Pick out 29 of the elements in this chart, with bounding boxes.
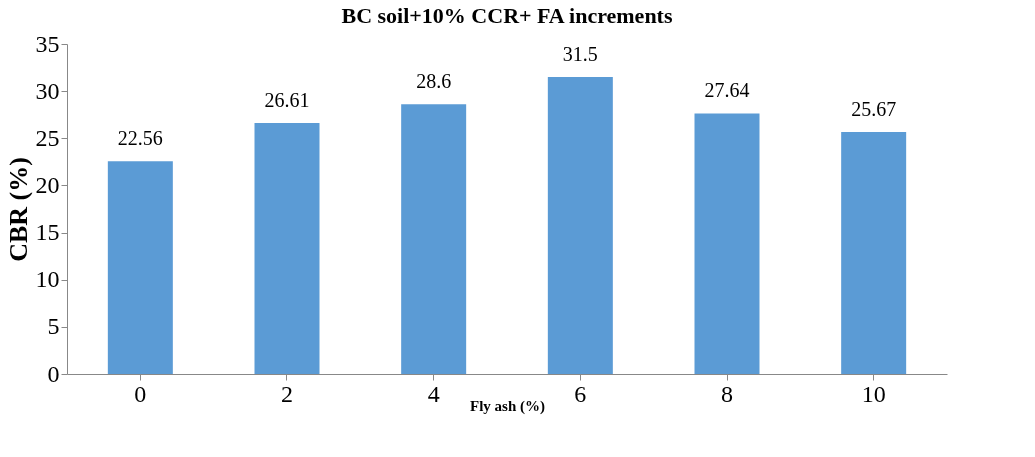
data-label: 22.56 bbox=[117, 127, 163, 150]
y-tick-label: 5 bbox=[47, 313, 60, 340]
bar bbox=[401, 104, 467, 374]
data-label: 26.61 bbox=[264, 89, 310, 112]
y-tick-label: 20 bbox=[35, 171, 60, 198]
bar bbox=[694, 113, 760, 374]
bar bbox=[841, 131, 907, 374]
data-label: 25.67 bbox=[851, 97, 897, 120]
x-tick-label: 8 bbox=[721, 380, 733, 407]
y-axis-title: CBR (%) bbox=[3, 157, 33, 262]
y-tick-label: 0 bbox=[47, 360, 60, 387]
y-tick-label: 35 bbox=[35, 30, 60, 57]
x-tick-label: 4 bbox=[427, 380, 440, 407]
y-tick-label: 15 bbox=[35, 219, 60, 246]
bar bbox=[254, 123, 320, 374]
data-label: 27.64 bbox=[704, 79, 750, 102]
y-tick-label: 25 bbox=[35, 124, 60, 151]
data-label: 28.6 bbox=[416, 70, 452, 93]
y-tick-label: 30 bbox=[35, 77, 60, 104]
x-tick-label: 10 bbox=[861, 380, 886, 407]
bar bbox=[547, 77, 613, 374]
x-tick-label: 2 bbox=[281, 380, 293, 407]
x-tick-label: 6 bbox=[574, 380, 587, 407]
bar bbox=[107, 161, 173, 374]
chart-title: BC soil+10% CCR+ FA increments bbox=[341, 3, 673, 28]
data-label: 31.5 bbox=[562, 43, 598, 65]
x-axis-title: Fly ash (%) bbox=[470, 397, 545, 415]
x-tick-label: 0 bbox=[134, 380, 147, 407]
y-tick-label: 10 bbox=[35, 266, 60, 293]
